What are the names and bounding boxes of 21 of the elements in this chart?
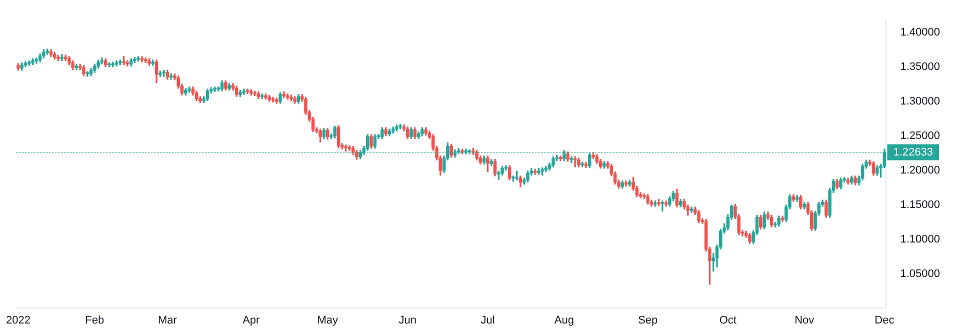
x-tick-label: Nov <box>794 314 815 326</box>
y-tick-label: 1.10000 <box>900 233 940 246</box>
y-tick-label: 1.30000 <box>900 95 940 108</box>
x-tick-label: Oct <box>719 314 736 326</box>
x-tick-label: Feb <box>85 314 104 326</box>
x-tick-label: Mar <box>158 314 178 326</box>
x-tick-label: Jul <box>480 314 495 326</box>
x-tick-label: 2022 <box>6 314 30 326</box>
ref-line-label: 1.22633 <box>893 146 934 158</box>
y-tick-label: 1.05000 <box>900 268 940 280</box>
x-tick-label: Sep <box>638 314 658 326</box>
y-tick-label: 1.20000 <box>900 164 940 176</box>
x-tick-label: Apr <box>242 314 260 326</box>
x-tick-label: Aug <box>554 314 574 326</box>
x-tick-label: May <box>317 314 338 326</box>
x-tick-label: Jun <box>398 314 417 326</box>
y-tick-label: 1.35000 <box>900 60 940 73</box>
y-tick-label: 1.40000 <box>900 26 940 38</box>
y-tick-label: 1.25000 <box>900 130 940 142</box>
x-tick-label: Dec <box>874 314 895 326</box>
y-tick-label: 1.15000 <box>900 198 940 211</box>
